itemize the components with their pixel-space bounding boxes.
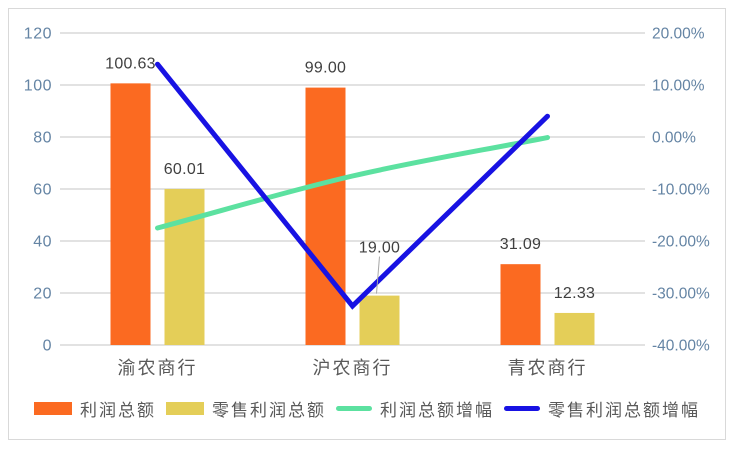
legend-label-retail-profit-total: 零售利润总额 — [212, 401, 326, 420]
right-axis-tick: 10.00% — [652, 78, 705, 95]
line-profit-growth — [155, 135, 550, 231]
left-axis-tick: 100 — [24, 78, 52, 95]
right-axis-tick: -40.00% — [652, 338, 710, 355]
category-label: 沪农商行 — [313, 358, 393, 378]
bar-retail-profit-cat2 — [554, 312, 595, 345]
data-label: 99.00 — [305, 60, 347, 77]
data-label: 19.00 — [359, 240, 401, 257]
category-label: 渝农商行 — [118, 358, 198, 378]
line-retail-profit-growth — [155, 61, 550, 310]
legend-label-retail-profit-growth: 零售利润总额增幅 — [548, 401, 700, 420]
legend-item-profit-growth: 利润总额增幅 — [336, 396, 494, 421]
data-label-leader-line — [376, 256, 380, 294]
bar-profit-cat1 — [305, 87, 346, 345]
bar-retail-profit-cat0 — [164, 188, 205, 345]
right-axis-tick: -30.00% — [652, 286, 710, 303]
right-axis-tick: 0.00% — [652, 130, 696, 147]
chart-frame[interactable]: 120 20.00% 100 10.00% 80 0.00% 60 -10.00% 40 -20.… — [8, 8, 726, 440]
legend-label-profit-growth: 利润总额增幅 — [380, 401, 494, 420]
category-label: 青农商行 — [508, 358, 588, 378]
right-axis-tick: 20.00% — [652, 26, 705, 43]
right-axis-tick: -10.00% — [652, 182, 710, 199]
data-label: 100.63 — [105, 55, 156, 72]
bar-profit-cat2 — [500, 264, 541, 345]
legend-swatch-retail-profit-growth — [504, 406, 540, 411]
legend-label-profit-total: 利润总额 — [80, 401, 156, 420]
bar-retail-profit-cat1 — [359, 295, 400, 345]
legend-swatch-retail-profit-total — [166, 402, 204, 415]
left-axis-tick: 40 — [33, 234, 52, 251]
left-axis-tick: 0 — [43, 338, 52, 355]
data-label: 60.01 — [164, 161, 206, 178]
legend-swatch-profit-total — [34, 402, 72, 415]
left-axis-tick: 20 — [33, 286, 52, 303]
left-axis-tick: 60 — [33, 182, 52, 199]
legend-item-profit-total: 利润总额 — [34, 396, 156, 421]
bar-profit-cat0 — [110, 83, 151, 345]
left-axis-tick: 80 — [33, 130, 52, 147]
legend-item-retail-profit-growth: 零售利润总额增幅 — [504, 396, 700, 421]
left-axis-tick: 120 — [24, 26, 52, 43]
data-label: 12.33 — [554, 285, 596, 302]
data-label: 31.09 — [500, 236, 542, 253]
legend: 利润总额 零售利润总额 利润总额增幅 零售利润总额增幅 — [9, 396, 725, 421]
legend-swatch-profit-growth — [336, 406, 372, 411]
right-axis-tick: -20.00% — [652, 234, 710, 251]
legend-item-retail-profit-total: 零售利润总额 — [166, 396, 326, 421]
